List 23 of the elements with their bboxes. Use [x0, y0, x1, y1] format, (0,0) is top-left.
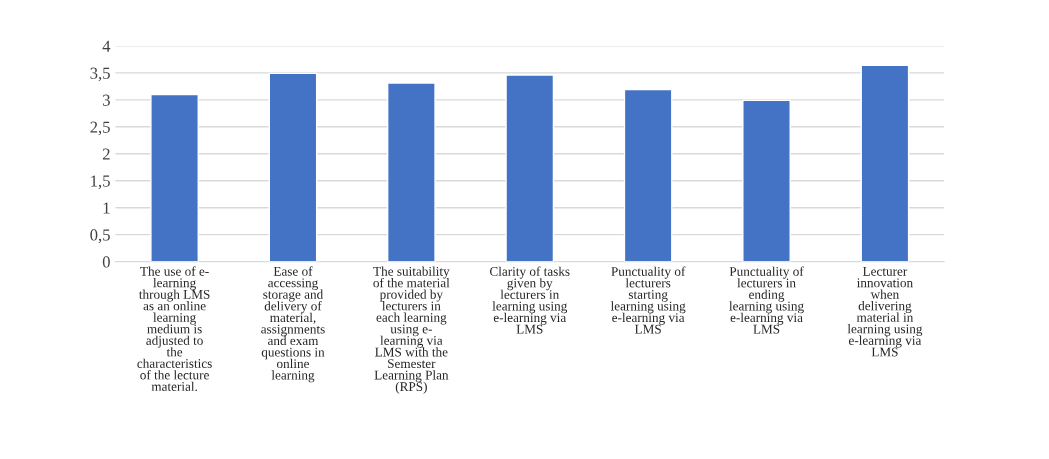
y-tick-label: 0,5 — [90, 229, 110, 244]
category-label: The suitability of the material provided by lecturers in each learning using e- learning via LMS with the Semester Learning Plan (RPS) — [373, 266, 450, 394]
bar — [623, 88, 673, 262]
bar — [860, 64, 910, 262]
bar — [268, 72, 318, 262]
y-tick-label: 4 — [102, 40, 111, 52]
bar — [150, 93, 199, 262]
y-tick-label: 2,5 — [90, 121, 110, 136]
category-label: Ease of accessing storage and delivery of material, assignments and exam questions in online learning — [261, 266, 325, 383]
x-tick-label: Clarity of tasks given by lecturers in learning using e-learning via LMS — [489, 266, 570, 334]
bar — [386, 82, 436, 262]
y-tick-label: 0 — [102, 256, 110, 268]
category-label: The use of e- learning through LMS as an online learning medium is adjusted to the characteristics of the lecture material. — [137, 266, 212, 392]
bar — [505, 74, 555, 262]
y-tick-label: 2 — [102, 148, 110, 160]
x-tick-label: Punctuality of lecturers in ending learning using e-learning via LMS — [729, 266, 804, 334]
y-tick-label: 1,5 — [91, 175, 110, 190]
bar — [742, 99, 791, 262]
y-tick-label: 3,5 — [90, 67, 110, 82]
y-tick-label: 1 — [103, 202, 110, 214]
y-tick-label: 3 — [102, 94, 110, 106]
x-tick-label: Punctuality of lecturers starting learning using e-learning via LMS — [610, 266, 686, 334]
x-tick-label: Lecturer innovation when delivering material in learning using e-learning via LMS — [847, 267, 923, 357]
